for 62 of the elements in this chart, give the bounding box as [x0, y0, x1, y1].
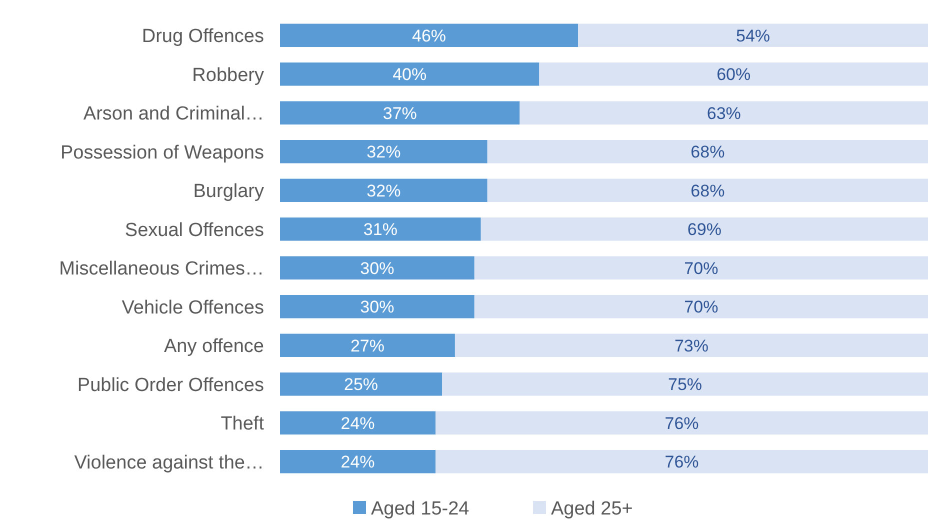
data-label: 70%: [684, 258, 718, 278]
y-tick-label: Vehicle Offences: [122, 297, 264, 318]
bar: [280, 295, 474, 318]
y-tick-label: Public Order Offences: [77, 374, 264, 396]
bar: [280, 372, 442, 396]
data-label: 30%: [360, 258, 394, 278]
data-label: 27%: [350, 336, 384, 356]
bar: [280, 334, 455, 357]
bar: [280, 140, 488, 164]
bar: [480, 218, 928, 241]
data-label: 46%: [412, 26, 446, 46]
data-label: 32%: [366, 181, 401, 200]
data-label: 30%: [360, 298, 394, 317]
bar: [280, 256, 474, 280]
bar: [280, 411, 436, 434]
bar: [520, 101, 928, 124]
data-label: 69%: [687, 220, 722, 240]
y-tick-label: Miscellaneous Crimes…: [59, 258, 264, 280]
data-label: 75%: [668, 375, 702, 394]
data-label: 31%: [363, 220, 398, 240]
bar: [539, 62, 928, 86]
y-tick-label: Drug Offences: [142, 26, 264, 48]
legend-label: Aged 25+: [551, 498, 633, 520]
y-tick-label: Possession of Weapons: [60, 142, 264, 164]
data-label: 24%: [340, 452, 375, 472]
data-label: 24%: [340, 414, 375, 433]
data-label: 68%: [690, 181, 725, 200]
y-tick-label: Theft: [220, 414, 265, 435]
bar: [474, 256, 928, 280]
data-label: 54%: [736, 26, 770, 46]
bar: [436, 450, 928, 474]
bar: [442, 372, 928, 396]
bar: [280, 24, 578, 47]
y-tick-label: Robbery: [192, 64, 264, 86]
bar: [280, 101, 520, 124]
bar: [454, 334, 928, 357]
y-tick-label: Sexual Offences: [124, 220, 264, 241]
bar: [280, 62, 540, 86]
bar: [487, 140, 928, 164]
data-label: 63%: [706, 104, 741, 123]
bar: [474, 295, 928, 318]
y-tick-label: Arson and Criminal…: [83, 104, 264, 125]
y-tick-label: Any offence: [164, 336, 264, 358]
data-label: 68%: [690, 142, 725, 162]
bar: [436, 411, 928, 434]
data-label: 37%: [382, 104, 417, 123]
data-label: 40%: [392, 65, 427, 84]
data-label: 76%: [664, 452, 699, 472]
data-label: 60%: [716, 65, 751, 84]
data-label: 73%: [674, 336, 708, 356]
y-tick-label: Burglary: [193, 181, 264, 202]
data-label: 32%: [366, 142, 401, 162]
bar: [487, 178, 928, 202]
bar: [280, 178, 488, 202]
bar: [280, 450, 436, 474]
data-label: 76%: [664, 414, 699, 433]
y-tick-label: Violence against the…: [74, 452, 264, 474]
bar: [280, 218, 481, 241]
legend-label: Aged 15-24: [371, 498, 470, 520]
data-label: 70%: [684, 298, 718, 317]
bar: [578, 24, 928, 47]
data-label: 25%: [344, 375, 378, 394]
